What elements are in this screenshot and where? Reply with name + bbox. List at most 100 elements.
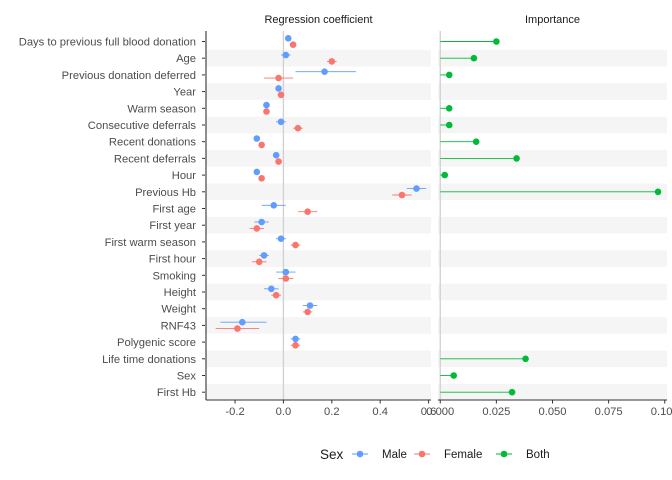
x-tick-label-panel-1-1: 0.025 bbox=[482, 406, 510, 418]
point-both-hour bbox=[441, 171, 449, 179]
x-tick-label-panel-0-3: 0.4 bbox=[372, 406, 388, 418]
y-tick-label-hour: Hour bbox=[172, 170, 197, 182]
row-band-recent-deferrals-panel-0 bbox=[206, 150, 431, 167]
point-male-first-warm-season bbox=[277, 235, 285, 242]
point-male-first-year bbox=[258, 218, 265, 226]
point-female-smoking bbox=[282, 275, 290, 282]
row-band-first-hour-panel-1 bbox=[438, 250, 667, 267]
point-male-weight bbox=[306, 302, 314, 309]
point-female-recent-donations bbox=[258, 141, 265, 149]
point-male-consecutive-deferrals bbox=[277, 118, 285, 126]
point-female-first-hour bbox=[255, 258, 263, 266]
point-female-first-year bbox=[253, 225, 261, 232]
row-band-first-hour-panel-0 bbox=[206, 250, 431, 267]
row-band-consecutive-deferrals-panel-1 bbox=[438, 116, 667, 134]
point-both-sex bbox=[450, 372, 458, 379]
row-band-first-hb-panel-0 bbox=[206, 383, 431, 401]
legend-key-male bbox=[356, 450, 364, 458]
point-both-previous-donation-deferred bbox=[445, 71, 453, 79]
y-tick-label-previous-donation-deferred: Previous donation deferred bbox=[62, 70, 196, 82]
point-male-previous-donation-deferred bbox=[321, 68, 328, 75]
point-male-year bbox=[275, 85, 282, 92]
point-both-recent-donations bbox=[472, 138, 480, 145]
y-tick-label-first-year: First year bbox=[149, 220, 196, 232]
x-tick-label-panel-0-0: -0.2 bbox=[225, 406, 244, 418]
y-tick-label-polygenic-score: Polygenic score bbox=[117, 337, 196, 349]
point-female-height bbox=[272, 291, 280, 299]
y-tick-label-days-to-previous-full-blood-donation: Days to previous full blood donation bbox=[19, 37, 196, 49]
y-tick-label-life-time-donations: Life time donations bbox=[102, 354, 196, 366]
legend-label-male: Male bbox=[382, 449, 407, 461]
row-band-consecutive-deferrals-panel-0 bbox=[206, 116, 431, 134]
point-male-height bbox=[268, 285, 275, 293]
x-tick-label-panel-0-1: 0.0 bbox=[276, 406, 292, 418]
point-female-consecutive-deferrals bbox=[294, 124, 302, 132]
point-male-warm-season bbox=[263, 101, 270, 109]
row-band-recent-deferrals-panel-1 bbox=[438, 150, 667, 167]
point-female-age bbox=[328, 58, 336, 65]
point-both-warm-season bbox=[445, 105, 453, 112]
row-band-rnf43-panel-1 bbox=[438, 317, 667, 334]
row-band-first-hb-panel-1 bbox=[438, 383, 667, 401]
point-female-warm-season bbox=[263, 108, 270, 115]
point-male-rnf43 bbox=[238, 318, 246, 326]
x-tick-label-panel-0-2: 0.2 bbox=[324, 406, 340, 418]
point-both-consecutive-deferrals bbox=[445, 121, 453, 129]
point-male-age bbox=[282, 51, 290, 59]
y-tick-label-first-warm-season: First warm season bbox=[105, 237, 196, 249]
point-male-first-hour bbox=[260, 252, 268, 259]
point-male-previous-hb bbox=[413, 185, 420, 192]
point-both-previous-hb bbox=[654, 188, 662, 196]
point-both-life-time-donations bbox=[522, 355, 529, 363]
point-male-smoking bbox=[282, 268, 290, 276]
point-female-year bbox=[277, 91, 285, 99]
point-female-first-age bbox=[304, 208, 311, 215]
row-band-rnf43-panel-0 bbox=[206, 317, 431, 334]
legend-label-both: Both bbox=[526, 449, 550, 461]
y-tick-label-smoking: Smoking bbox=[152, 270, 196, 282]
x-tick-label-panel-1-3: 0.075 bbox=[595, 406, 623, 418]
point-male-recent-deferrals bbox=[272, 151, 280, 159]
x-tick-label-panel-1-2: 0.050 bbox=[539, 406, 567, 418]
point-male-recent-donations bbox=[253, 135, 261, 142]
y-tick-label-sex: Sex bbox=[177, 371, 197, 383]
point-female-previous-hb bbox=[398, 191, 406, 199]
legend-label-female: Female bbox=[444, 449, 482, 461]
y-tick-label-consecutive-deferrals: Consecutive deferrals bbox=[88, 120, 197, 132]
y-tick-label-weight: Weight bbox=[161, 304, 197, 316]
panel-title-regression-coefficient: Regression coefficient bbox=[264, 14, 372, 26]
row-band-life-time-donations-panel-0 bbox=[206, 350, 431, 368]
row-band-year-panel-1 bbox=[438, 83, 667, 100]
point-female-polygenic-score bbox=[292, 342, 299, 349]
y-tick-label-recent-deferrals: Recent deferrals bbox=[114, 153, 196, 165]
y-tick-label-year: Year bbox=[173, 87, 196, 99]
point-male-days-to-previous-full-blood-donation bbox=[284, 35, 292, 42]
y-tick-label-recent-donations: Recent donations bbox=[109, 137, 196, 149]
y-tick-label-warm-season: Warm season bbox=[127, 103, 196, 115]
point-female-hour bbox=[258, 175, 265, 182]
y-tick-label-first-age: First age bbox=[152, 204, 196, 216]
y-tick-label-first-hb: First Hb bbox=[157, 387, 196, 399]
row-band-height-panel-1 bbox=[438, 283, 667, 301]
point-both-first-hb bbox=[508, 388, 516, 396]
row-band-height-panel-0 bbox=[206, 283, 431, 301]
x-tick-label-panel-1-0: 0.000 bbox=[426, 406, 454, 418]
point-both-recent-deferrals bbox=[513, 155, 520, 162]
point-female-rnf43 bbox=[234, 325, 241, 332]
point-male-hour bbox=[253, 168, 261, 176]
row-band-year-panel-0 bbox=[206, 83, 431, 100]
point-both-age bbox=[470, 54, 478, 62]
x-tick-label-panel-1-4: 0.100 bbox=[651, 406, 672, 418]
point-male-first-age bbox=[270, 202, 278, 209]
row-band-previous-hb-panel-0 bbox=[206, 183, 431, 201]
point-female-weight bbox=[304, 308, 311, 316]
row-band-age-panel-0 bbox=[206, 49, 431, 67]
row-band-life-time-donations-panel-1 bbox=[438, 350, 667, 368]
point-female-recent-deferrals bbox=[275, 158, 282, 165]
row-band-age-panel-1 bbox=[438, 49, 667, 67]
point-male-polygenic-score bbox=[292, 335, 299, 343]
y-tick-label-age: Age bbox=[176, 53, 196, 65]
point-female-previous-donation-deferred bbox=[275, 74, 282, 82]
